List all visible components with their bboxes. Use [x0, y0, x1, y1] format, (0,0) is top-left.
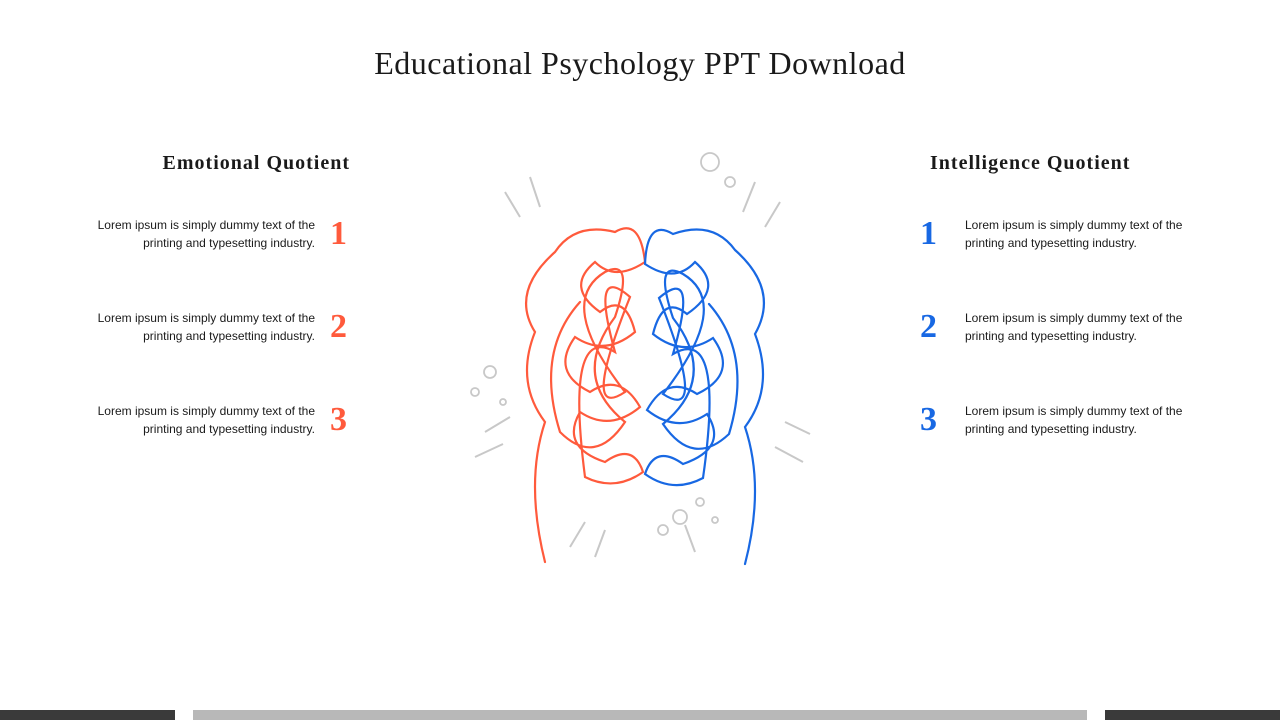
left-heading: Emotional Quotient [60, 152, 360, 175]
footer-bar-2 [193, 710, 1087, 720]
right-item-3-text: Lorem ipsum is simply dummy text of the … [965, 402, 1185, 438]
main-content: Emotional Quotient Lorem ipsum is simply… [0, 82, 1280, 572]
right-heading: Intelligence Quotient [920, 152, 1220, 175]
left-item-1-text: Lorem ipsum is simply dummy text of the … [95, 216, 315, 252]
right-item-1-number: 1 [920, 215, 950, 253]
brain-left-tangle [526, 228, 645, 562]
left-item-2: Lorem ipsum is simply dummy text of the … [60, 308, 360, 346]
footer-bar-1 [0, 710, 175, 720]
left-item-3: Lorem ipsum is simply dummy text of the … [60, 401, 360, 439]
left-item-2-text: Lorem ipsum is simply dummy text of the … [95, 309, 315, 345]
right-item-1: 1 Lorem ipsum is simply dummy text of th… [920, 215, 1220, 253]
right-item-2-text: Lorem ipsum is simply dummy text of the … [965, 309, 1185, 345]
left-item-1: Lorem ipsum is simply dummy text of the … [60, 215, 360, 253]
left-column: Emotional Quotient Lorem ipsum is simply… [60, 152, 360, 494]
footer-bar-3 [1105, 710, 1280, 720]
right-item-2: 2 Lorem ipsum is simply dummy text of th… [920, 308, 1220, 346]
footer-bars [0, 710, 1280, 720]
right-item-3-number: 3 [920, 401, 950, 439]
right-item-3: 3 Lorem ipsum is simply dummy text of th… [920, 401, 1220, 439]
right-column: Intelligence Quotient 1 Lorem ipsum is s… [920, 152, 1220, 494]
accent-lines [475, 177, 810, 557]
right-item-2-number: 2 [920, 308, 950, 346]
brain-svg [415, 122, 865, 572]
right-item-1-text: Lorem ipsum is simply dummy text of the … [965, 216, 1185, 252]
left-item-2-number: 2 [330, 308, 360, 346]
brain-right-tangle [645, 230, 764, 564]
left-item-3-text: Lorem ipsum is simply dummy text of the … [95, 402, 315, 438]
left-item-3-number: 3 [330, 401, 360, 439]
left-item-1-number: 1 [330, 215, 360, 253]
brain-graphic [415, 122, 865, 572]
page-title: Educational Psychology PPT Download [0, 0, 1280, 82]
